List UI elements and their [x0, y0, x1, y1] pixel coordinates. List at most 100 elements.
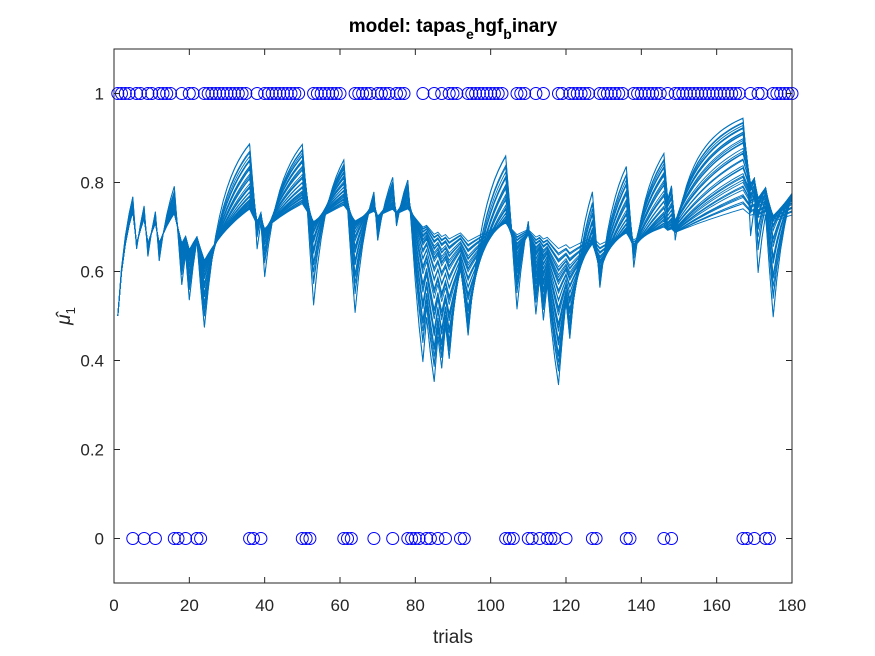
input-marker: [310, 87, 324, 100]
y-tick-label: 0.2: [80, 441, 104, 460]
input-marker: [487, 87, 501, 100]
input-marker: [243, 532, 257, 545]
input-marker: [661, 87, 675, 100]
input-marker: [676, 87, 690, 100]
input-marker: [284, 87, 298, 100]
input-marker: [307, 87, 321, 100]
input-marker: [416, 87, 430, 100]
x-tick-label: 180: [778, 596, 806, 615]
x-tick-label: 60: [331, 596, 350, 615]
input-marker: [390, 87, 403, 100]
input-marker: [378, 87, 392, 100]
input-marker: [314, 87, 328, 100]
input-marker: [713, 87, 727, 100]
input-marker: [751, 87, 765, 100]
input-marker: [706, 87, 720, 100]
input-marker: [175, 87, 189, 100]
input-marker: [567, 87, 580, 100]
y-axis-label: μ̂1: [54, 307, 78, 326]
input-marker: [250, 87, 264, 100]
input-marker: [431, 532, 445, 545]
input-marker: [280, 87, 294, 100]
input-markers: [111, 87, 799, 545]
input-marker: [544, 532, 558, 545]
input-marker: [450, 87, 464, 100]
input-marker: [725, 87, 739, 100]
input-marker: [420, 532, 434, 545]
input-marker: [582, 87, 596, 100]
input-marker: [698, 87, 712, 100]
input-marker: [597, 87, 611, 100]
input-marker: [465, 87, 479, 100]
input-marker: [657, 532, 671, 545]
input-marker: [231, 87, 245, 100]
input-marker: [552, 87, 565, 100]
input-marker: [634, 87, 648, 100]
input-marker: [397, 87, 411, 100]
input-marker: [510, 87, 524, 100]
input-marker: [484, 87, 498, 100]
input-marker: [186, 87, 200, 100]
input-marker: [563, 87, 577, 100]
input-marker: [631, 87, 645, 100]
input-marker: [608, 87, 622, 100]
input-marker: [374, 87, 388, 100]
input-marker: [167, 532, 181, 545]
input-marker: [348, 87, 362, 100]
input-marker: [649, 87, 663, 100]
x-axis-label: trials: [433, 627, 473, 648]
input-marker: [710, 87, 724, 100]
input-marker: [491, 87, 505, 100]
input-marker: [265, 87, 279, 100]
input-marker: [461, 87, 475, 100]
input-marker: [258, 87, 272, 100]
input-marker: [687, 87, 701, 100]
input-marker: [729, 87, 742, 100]
input-marker: [156, 87, 170, 100]
input-marker: [216, 87, 230, 100]
x-tick-label: 0: [109, 596, 118, 615]
input-marker: [589, 532, 603, 545]
input-marker: [303, 532, 317, 545]
input-marker: [405, 532, 419, 545]
input-marker: [371, 87, 385, 100]
input-marker: [533, 532, 547, 545]
input-marker: [781, 87, 795, 100]
input-marker: [277, 87, 290, 100]
input-marker: [593, 87, 607, 100]
input-marker: [152, 87, 166, 100]
input-marker: [435, 87, 449, 100]
chart-title: model: tapasehgfbinary: [349, 16, 558, 42]
input-marker: [359, 87, 373, 100]
input-marker: [744, 87, 758, 100]
input-marker: [495, 87, 509, 100]
input-marker: [616, 87, 629, 100]
input-marker: [141, 87, 155, 100]
input-marker: [382, 87, 396, 100]
input-marker: [220, 87, 234, 100]
input-marker: [401, 532, 415, 545]
input-marker: [642, 87, 656, 100]
y-tick-label: 0: [95, 530, 104, 549]
input-marker: [182, 87, 196, 100]
input-marker: [145, 87, 159, 100]
input-marker: [680, 87, 693, 100]
input-marker: [363, 87, 377, 100]
input-marker: [322, 87, 336, 100]
trajectory-lines: [117, 117, 793, 386]
input-marker: [194, 532, 208, 545]
input-marker: [536, 87, 550, 100]
input-marker: [472, 87, 486, 100]
input-marker: [408, 532, 422, 545]
axes-box: [113, 48, 793, 584]
input-marker: [732, 87, 746, 100]
input-marker: [213, 87, 226, 100]
input-marker: [439, 532, 452, 545]
input-marker: [529, 87, 543, 100]
input-marker: [412, 532, 426, 545]
input-marker: [288, 87, 302, 100]
input-marker: [333, 87, 347, 100]
input-marker: [521, 532, 535, 545]
input-marker: [574, 87, 588, 100]
input-marker: [619, 532, 633, 545]
